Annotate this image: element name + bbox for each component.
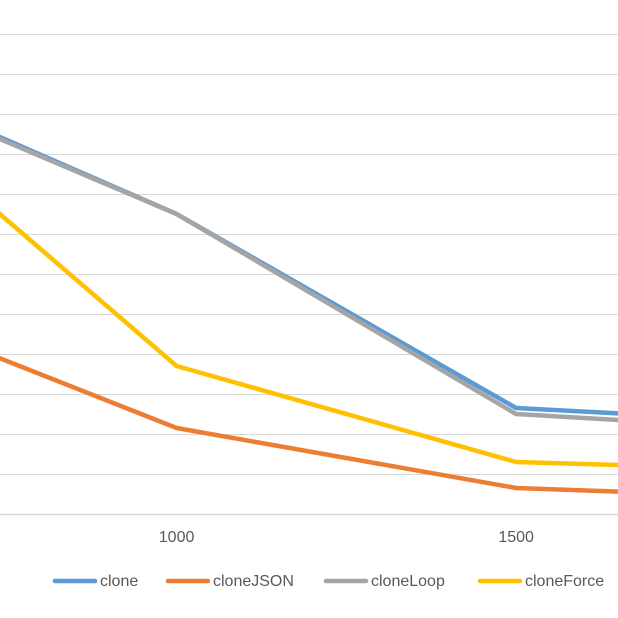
x-tick-label: 1500 bbox=[498, 529, 534, 546]
legend-label: cloneLoop bbox=[371, 573, 445, 590]
series-line-cloneForce bbox=[0, 211, 618, 468]
x-tick-label: 1000 bbox=[159, 529, 195, 546]
legend-item-cloneJSON: cloneJSON bbox=[165, 573, 294, 590]
legend: clone cloneJSON cloneLoop cloneForce bbox=[52, 573, 604, 590]
legend-label: cloneJSON bbox=[213, 573, 294, 590]
legend-item-cloneForce: cloneForce bbox=[477, 573, 604, 590]
gridlines bbox=[0, 34, 618, 516]
legend-label: clone bbox=[100, 573, 138, 590]
series-line-cloneLoop bbox=[0, 136, 618, 423]
legend-item-cloneLoop: cloneLoop bbox=[323, 573, 445, 590]
legend-item-clone: clone bbox=[52, 573, 138, 590]
series-lines bbox=[0, 134, 618, 494]
series-line-clone bbox=[0, 134, 618, 416]
x-axis-tick-labels: 1000 1500 bbox=[159, 529, 534, 546]
legend-label: cloneForce bbox=[525, 573, 604, 590]
series-line-cloneJSON bbox=[0, 355, 618, 494]
